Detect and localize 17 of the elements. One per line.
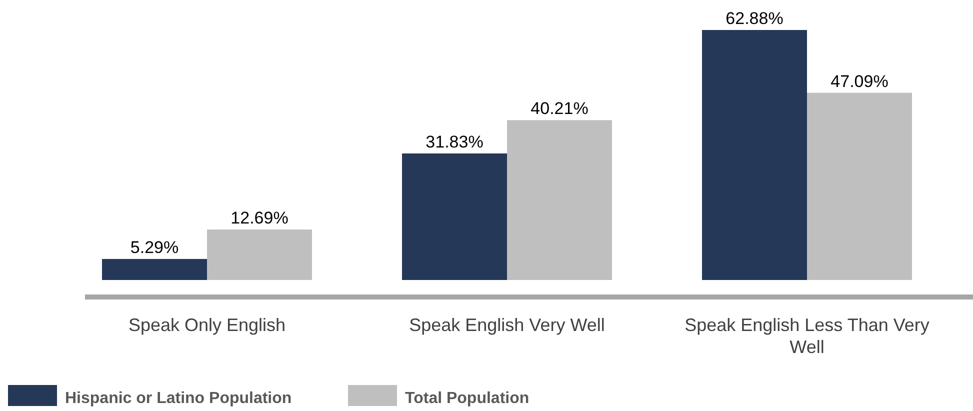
data-label: 40.21% <box>530 99 588 118</box>
data-label: 62.88% <box>726 9 784 28</box>
x-tick-label: Speak Only English <box>128 315 286 335</box>
bar <box>702 30 807 280</box>
legend-label: Total Population <box>405 390 530 407</box>
bar <box>102 258 207 280</box>
bar <box>207 230 312 280</box>
x-tick-label: Speak English Very Well <box>409 315 605 335</box>
legend-label: Hispanic or Latino Population <box>65 390 292 407</box>
data-label: 12.69% <box>230 208 288 228</box>
bar <box>807 92 912 280</box>
bar <box>507 120 612 280</box>
data-label: 5.29% <box>130 238 179 257</box>
bar <box>402 153 507 280</box>
data-label: 47.09% <box>830 72 888 91</box>
x-tick-label: Speak English Less Than Very Well <box>684 315 930 357</box>
data-label: 31.83% <box>426 132 484 152</box>
